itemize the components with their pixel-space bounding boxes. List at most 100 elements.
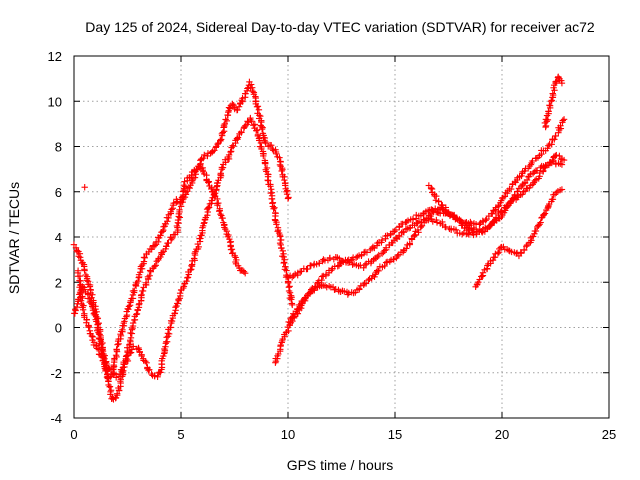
data-point bbox=[172, 304, 179, 311]
data-point bbox=[382, 259, 390, 266]
y-tick-label: 10 bbox=[48, 94, 62, 109]
data-point bbox=[288, 296, 295, 303]
data-point bbox=[151, 263, 158, 270]
data-point bbox=[191, 174, 199, 181]
data-point bbox=[326, 254, 334, 262]
data-point bbox=[545, 108, 552, 115]
data-point bbox=[298, 300, 306, 307]
data-point bbox=[315, 277, 323, 284]
data-point bbox=[99, 354, 106, 361]
data-point bbox=[268, 142, 275, 149]
series-track-7 bbox=[472, 186, 566, 290]
data-point bbox=[163, 334, 170, 341]
data-point bbox=[284, 279, 292, 287]
data-point bbox=[82, 271, 89, 279]
data-point bbox=[220, 122, 228, 129]
data-point bbox=[361, 261, 369, 269]
data-point bbox=[137, 263, 145, 270]
data-point bbox=[142, 279, 150, 287]
data-point bbox=[219, 129, 227, 136]
x-tick-label: 10 bbox=[281, 427, 295, 442]
y-tick-label: 2 bbox=[55, 275, 62, 290]
data-point bbox=[134, 277, 142, 285]
data-point bbox=[103, 373, 111, 381]
data-point bbox=[240, 268, 248, 275]
data-point bbox=[151, 373, 158, 380]
data-point bbox=[304, 265, 311, 273]
data-point bbox=[410, 232, 418, 240]
data-point bbox=[119, 364, 127, 371]
data-point bbox=[182, 189, 190, 196]
data-point bbox=[287, 315, 294, 323]
data-point bbox=[497, 208, 504, 216]
data-point bbox=[414, 226, 422, 234]
data-point bbox=[435, 197, 442, 205]
data-point bbox=[375, 251, 382, 259]
data-point bbox=[363, 249, 371, 256]
data-point bbox=[205, 179, 212, 186]
data-point bbox=[403, 218, 410, 226]
data-point bbox=[252, 127, 260, 134]
y-tick-label: -4 bbox=[50, 411, 62, 426]
data-point bbox=[113, 346, 120, 353]
data-point bbox=[129, 319, 137, 327]
data-point bbox=[268, 195, 276, 203]
data-point bbox=[217, 210, 224, 218]
data-point bbox=[494, 250, 502, 257]
data-point bbox=[273, 150, 280, 158]
data-point bbox=[536, 169, 544, 177]
data-point bbox=[126, 349, 134, 357]
data-point bbox=[425, 216, 432, 224]
data-point bbox=[277, 241, 284, 249]
data-point bbox=[392, 226, 400, 234]
data-point bbox=[270, 205, 277, 212]
data-point bbox=[344, 291, 352, 298]
x-tick-label: 0 bbox=[70, 427, 77, 442]
data-point bbox=[219, 214, 226, 222]
data-point bbox=[138, 291, 145, 299]
data-point bbox=[79, 306, 87, 313]
data-point bbox=[88, 332, 96, 340]
y-tick-label: 0 bbox=[55, 321, 62, 336]
data-point bbox=[168, 234, 176, 242]
y-tick-label: 6 bbox=[55, 185, 62, 200]
data-point bbox=[339, 257, 347, 265]
data-point bbox=[186, 184, 193, 192]
data-point bbox=[205, 204, 213, 211]
data-point bbox=[195, 243, 202, 251]
data-point bbox=[404, 217, 412, 224]
data-point bbox=[508, 185, 515, 193]
data-point bbox=[214, 201, 221, 209]
data-point bbox=[495, 203, 502, 210]
data-point bbox=[158, 249, 166, 256]
data-point bbox=[127, 349, 135, 356]
data-point bbox=[286, 283, 293, 290]
data-point bbox=[551, 136, 558, 143]
data-point bbox=[191, 250, 198, 257]
data-point bbox=[241, 123, 248, 131]
data-point bbox=[286, 289, 294, 296]
data-point bbox=[549, 90, 556, 97]
data-point bbox=[315, 259, 323, 267]
data-point bbox=[147, 268, 154, 275]
data-point bbox=[546, 102, 554, 109]
data-point bbox=[257, 139, 265, 147]
data-point bbox=[184, 274, 191, 282]
data-point bbox=[406, 240, 413, 247]
data-point bbox=[302, 294, 309, 301]
data-point bbox=[486, 222, 494, 229]
data-point bbox=[553, 189, 560, 196]
data-point bbox=[285, 327, 292, 335]
data-point bbox=[442, 224, 449, 231]
data-point bbox=[248, 118, 255, 125]
data-point bbox=[320, 256, 327, 263]
data-point bbox=[214, 140, 221, 148]
data-point bbox=[139, 287, 147, 295]
data-point bbox=[258, 125, 266, 133]
data-point bbox=[211, 147, 218, 154]
data-point bbox=[126, 341, 133, 349]
data-point bbox=[106, 365, 113, 373]
data-point bbox=[374, 239, 381, 247]
data-point bbox=[281, 176, 288, 184]
data-point bbox=[97, 336, 104, 343]
